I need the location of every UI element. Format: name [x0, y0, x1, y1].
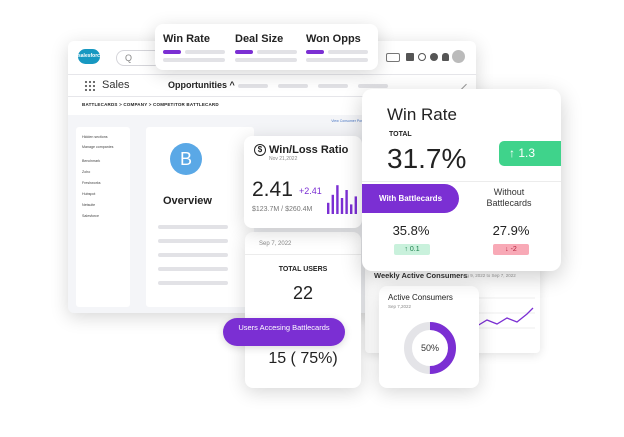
sparkline-bar [331, 194, 334, 214]
with-battlecards-value: 35.8% [392, 223, 430, 238]
breadcrumb[interactable]: BATTLECARDS > COMPANY > COMPETITOR BATTL… [82, 102, 219, 107]
sidebar-item[interactable]: Netsuite [82, 203, 96, 207]
tab-win-rate[interactable]: Win Rate [163, 33, 210, 45]
avatar[interactable] [452, 50, 465, 63]
without-battlecards-value: 27.9% [492, 223, 530, 238]
donut-arc [404, 322, 456, 374]
nav-placeholder [278, 84, 308, 88]
sidebar-item[interactable]: Manage companies [82, 145, 114, 149]
text-placeholder [158, 267, 228, 271]
salesforce-logo: salesforce [78, 49, 103, 64]
with-battlecards-change: ↑ 0.1 [394, 244, 430, 255]
sparkline-bar [336, 185, 339, 214]
nav-placeholder [238, 84, 268, 88]
sparkline-bar [327, 202, 330, 214]
with-battlecards-pill[interactable]: With Battlecards [362, 184, 459, 213]
text-placeholder [158, 225, 228, 229]
weekly-date-range: Aug 9, 2022 to Sep 7, 2022 [461, 273, 516, 278]
total-users-label: TOTAL USERS [278, 266, 328, 273]
sidebar-item[interactable]: Hidden sections [82, 135, 108, 139]
users-date: Sep 7, 2022 [259, 241, 292, 247]
win-loss-amounts: $123.7M / $260.4M [252, 206, 313, 213]
gear-icon[interactable] [430, 53, 438, 61]
win-loss-delta: +2.41 [299, 186, 322, 196]
help-icon[interactable] [418, 53, 426, 61]
tab-indicator [235, 50, 253, 54]
sidebar: Hidden sections Manage companies Benchma… [76, 127, 130, 307]
tab-deal-size[interactable]: Deal Size [235, 33, 284, 45]
tab-placeholder [328, 50, 368, 54]
nav-placeholder [358, 84, 388, 88]
nav-opportunities-label: Opportunities [168, 80, 227, 90]
header-icons [386, 50, 466, 63]
users-accessing-pill[interactable]: Users Accesing Battlecards [223, 318, 345, 346]
win-rate-card: Win Rate TOTAL 31.7% ↑ 1.3 With Battleca… [362, 89, 561, 271]
overview-heading: Overview [163, 195, 212, 207]
active-percent: 50% [420, 343, 439, 353]
total-users-card: Sep 7, 2022 TOTAL USERS 22 15 ( 75%) [245, 232, 361, 388]
win-rate-title: Win Rate [387, 105, 457, 124]
active-consumers-card: Active Consumers Sep 7,2022 50% [379, 286, 479, 388]
sparkline-bar [350, 204, 353, 214]
tab-won-opps[interactable]: Won Opps [306, 33, 361, 45]
app-name: Sales [102, 79, 130, 91]
tab-placeholder [163, 58, 225, 62]
tab-placeholder [257, 50, 297, 54]
weekly-line-chart [475, 297, 535, 329]
win-loss-sparkline [327, 185, 357, 214]
favorites-icon[interactable] [386, 53, 400, 62]
win-loss-title: Win/Loss Ratio [269, 144, 349, 156]
divider [362, 181, 561, 182]
win-loss-ratio: 2.41 [252, 178, 293, 201]
sidebar-item[interactable]: Benchmark [82, 159, 101, 163]
win-rate-change-badge: ↑ 1.3 [499, 141, 561, 166]
sidebar-item[interactable]: Hubspot [82, 192, 96, 196]
weekly-title: Weekly Active Consumers [374, 271, 468, 280]
active-donut [404, 322, 456, 374]
sparkline-bar [345, 190, 348, 214]
text-placeholder [158, 253, 228, 257]
tab-placeholder [185, 50, 225, 54]
nav-placeholder [318, 84, 348, 88]
win-loss-date: Nov 21,2022 [269, 156, 298, 162]
app-launcher-icon[interactable] [84, 80, 95, 91]
win-rate-total-value: 31.7% [387, 143, 467, 174]
sparkline-bar [354, 196, 357, 214]
sidebar-item[interactable]: Zoho [82, 170, 91, 174]
dollar-icon: $ [254, 144, 266, 156]
sparkline-bar [340, 198, 344, 214]
company-avatar: B [170, 143, 202, 175]
total-users-value: 22 [292, 283, 314, 303]
add-icon[interactable] [406, 53, 414, 61]
chevron-up-icon: ^ [229, 80, 235, 90]
tab-indicator [306, 50, 324, 54]
sidebar-item[interactable]: Freshworks [82, 181, 101, 185]
text-placeholder [158, 239, 228, 243]
active-date: Sep 7,2022 [388, 304, 412, 309]
metric-tabs: Win Rate Deal Size Won Opps [155, 24, 378, 70]
sidebar-item[interactable]: Salesforce [82, 214, 99, 218]
divider [245, 254, 361, 255]
nav-opportunities[interactable]: Opportunities ^ [168, 80, 235, 90]
win-loss-card: $ Win/Loss Ratio Nov 21,2022 2.41 +2.41 … [244, 136, 362, 228]
text-placeholder [158, 281, 228, 285]
without-battlecards-label[interactable]: Without Battlecards [486, 187, 532, 208]
tab-placeholder [235, 58, 297, 62]
bell-icon[interactable] [442, 53, 449, 61]
tab-placeholder [306, 58, 368, 62]
win-rate-total-label: TOTAL [389, 131, 412, 138]
tab-indicator [163, 50, 181, 54]
company-panel: B Overview [146, 127, 254, 307]
users-accessing-value: 15 ( 75%) [268, 350, 338, 367]
active-title: Active Consumers [388, 293, 453, 302]
without-battlecards-change: ↓ -2 [493, 244, 529, 255]
